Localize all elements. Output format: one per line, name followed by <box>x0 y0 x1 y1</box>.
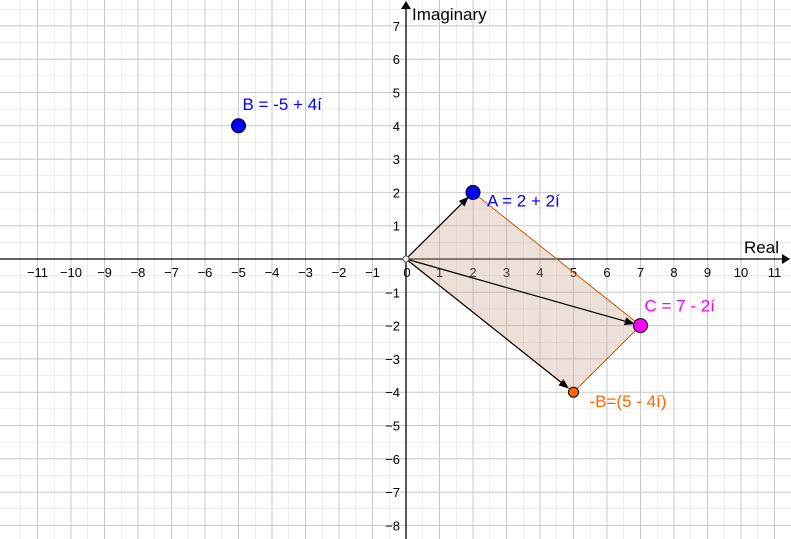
x-tick-label: −10 <box>60 265 82 280</box>
x-tick-label: −5 <box>231 265 246 280</box>
y-tick-label: −3 <box>385 352 400 367</box>
x-tick-label: −9 <box>97 265 112 280</box>
x-tick-label: −3 <box>298 265 313 280</box>
vector-arrowhead <box>458 196 469 207</box>
x-tick-label: −8 <box>131 265 146 280</box>
y-tick-label: 1 <box>393 219 400 234</box>
y-tick-label: −1 <box>385 285 400 300</box>
y-tick-label: 6 <box>393 52 400 67</box>
x-tick-label: 0 <box>403 265 410 280</box>
point-B[interactable] <box>231 118 246 134</box>
y-tick-label: 2 <box>393 185 400 200</box>
x-tick-label: 10 <box>734 265 748 280</box>
vector-arrowhead <box>624 317 635 326</box>
vector-line <box>405 258 626 322</box>
x-tick-label: −2 <box>332 265 347 280</box>
point-negB[interactable] <box>568 386 579 398</box>
point-A[interactable] <box>465 184 481 200</box>
y-tick-label: −8 <box>385 518 400 533</box>
point-label-negB: -B=(5 - 4í) <box>590 392 667 411</box>
x-tick-label: 7 <box>637 265 644 280</box>
y-tick-label: 4 <box>393 119 400 134</box>
x-tick-label: −6 <box>198 265 213 280</box>
points[interactable]: A = 2 + 2í B = -5 + 4í C = 7 - 2í -B=(5 - 4… <box>231 95 716 411</box>
point-label-B: B = -5 + 4í <box>243 95 323 114</box>
point-label-A: A = 2 + 2í <box>487 191 560 210</box>
point-label-C: C = 7 - 2í <box>645 297 716 316</box>
y-tick-label: 7 <box>393 19 400 34</box>
y-tick-label: −6 <box>385 452 400 467</box>
x-tick-labels: −11 −10 −9 −8 −7 −6 −5 −4 −3 −2 −1 0 1 2 3 4 5 6 7 8 9 10 11 <box>27 265 781 280</box>
origin-point <box>402 255 410 263</box>
vector-line <box>405 203 463 260</box>
imaginary-axis-label: Imaginary <box>412 5 487 24</box>
real-axis-arrow <box>782 254 790 264</box>
real-axis-label: Real <box>744 238 779 257</box>
y-tick-labels: 7 6 5 4 3 2 1 −1 −2 −3 −4 −5 −6 −7 −8 <box>385 19 400 534</box>
x-tick-label: 2 <box>469 265 476 280</box>
point-C[interactable] <box>633 318 648 334</box>
x-tick-label: 1 <box>436 265 443 280</box>
vector-line <box>405 258 562 383</box>
x-tick-label: 11 <box>768 265 782 280</box>
y-tick-label: 5 <box>393 86 400 101</box>
y-tick-label: −7 <box>385 485 400 500</box>
y-tick-label: −2 <box>385 319 400 334</box>
imaginary-axis-arrow <box>401 1 411 9</box>
x-tick-label: 4 <box>536 265 543 280</box>
x-tick-label: −4 <box>265 265 280 280</box>
y-tick-label: −5 <box>385 419 400 434</box>
x-tick-label: 6 <box>603 265 610 280</box>
x-tick-label: 3 <box>503 265 510 280</box>
x-tick-label: −1 <box>365 265 380 280</box>
x-tick-label: 9 <box>704 265 711 280</box>
vector-arrowhead <box>558 379 569 389</box>
x-tick-label: −11 <box>27 265 48 280</box>
x-tick-label: 8 <box>670 265 677 280</box>
x-tick-label: −7 <box>164 265 179 280</box>
y-tick-label: −4 <box>385 385 400 400</box>
y-tick-label: 3 <box>393 152 400 167</box>
vectors <box>405 196 635 389</box>
